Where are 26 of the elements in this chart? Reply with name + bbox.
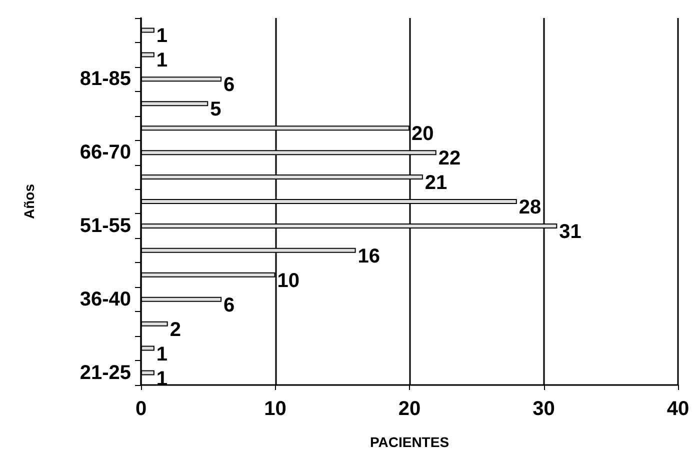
data-label: 31 bbox=[559, 220, 582, 243]
data-label: 16 bbox=[358, 245, 380, 268]
x-tick-label: 30 bbox=[532, 398, 555, 420]
data-label: 21 bbox=[424, 172, 448, 194]
data-label: 28 bbox=[518, 196, 542, 218]
data-label: 10 bbox=[277, 270, 300, 292]
data-label: 20 bbox=[412, 123, 434, 146]
y-tick-label: 66-70 bbox=[80, 142, 131, 164]
x-tick-label: 40 bbox=[666, 398, 690, 420]
data-label: 1 bbox=[156, 25, 168, 48]
x-tick-label: 20 bbox=[398, 398, 421, 420]
x-tick-label: 0 bbox=[135, 398, 147, 420]
y-axis-title: Años bbox=[21, 184, 37, 219]
data-label: 1 bbox=[156, 343, 168, 366]
x-tick-label: 10 bbox=[264, 398, 286, 420]
data-label: 1 bbox=[156, 50, 168, 72]
x-axis-title: PACIENTES bbox=[370, 434, 450, 450]
y-tick-label: 21-25 bbox=[80, 362, 131, 384]
data-label: 5 bbox=[210, 98, 222, 121]
data-label: 6 bbox=[224, 294, 235, 316]
data-label: 2 bbox=[170, 318, 181, 341]
y-tick-label: 81-85 bbox=[80, 68, 131, 90]
data-label: 22 bbox=[438, 148, 461, 170]
data-label: 6 bbox=[224, 74, 235, 96]
y-tick-label: 36-40 bbox=[80, 288, 131, 310]
y-tick-label: 51-55 bbox=[80, 214, 131, 237]
